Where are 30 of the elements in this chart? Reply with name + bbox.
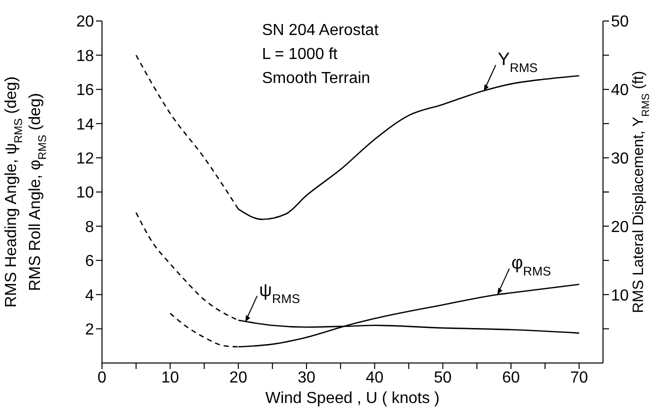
annotation: φ$_{RMS}$ [511, 252, 552, 279]
x-tick-label: 0 [98, 369, 107, 386]
x-axis-title: Wind Speed , U ( knots ) [265, 390, 440, 407]
y-tick-label: 16 [76, 82, 94, 100]
x-tick-label: 40 [366, 369, 384, 386]
y-tick-label: 6 [85, 253, 94, 270]
y-tick-label: 14 [76, 116, 94, 134]
y-tick-label: 2 [85, 321, 94, 338]
y-tick-label: 8 [85, 218, 94, 236]
y-tick-label: 4 [85, 287, 94, 304]
annotation: Smooth Terrain [262, 70, 370, 87]
y2-tick-label: 20 [611, 218, 629, 236]
annotation: ψ$_{RMS}$ [259, 280, 300, 306]
x-tick-label: 10 [161, 369, 180, 386]
x-tick-label: 60 [502, 369, 520, 386]
y-tick-label: 12 [76, 150, 94, 168]
y2-tick-label: 40 [611, 82, 629, 100]
y-tick-label: 20 [76, 14, 94, 31]
y-tick-label: 10 [76, 184, 94, 202]
y2-tick-label: 10 [611, 287, 629, 304]
x-tick-label: 50 [434, 369, 452, 386]
y2-tick-label: 50 [611, 14, 629, 31]
x-tick-label: 70 [570, 369, 588, 386]
annotation: Y$_{RMS}$ [498, 49, 538, 76]
x-tick-label: 30 [298, 369, 316, 386]
y-tick-label: 18 [76, 48, 94, 65]
y2-tick-label: 30 [611, 150, 629, 168]
annotation: L = 1000 ft [262, 46, 338, 63]
annotation: SN 204 Aerostat [262, 22, 380, 39]
x-tick-label: 20 [229, 369, 248, 386]
